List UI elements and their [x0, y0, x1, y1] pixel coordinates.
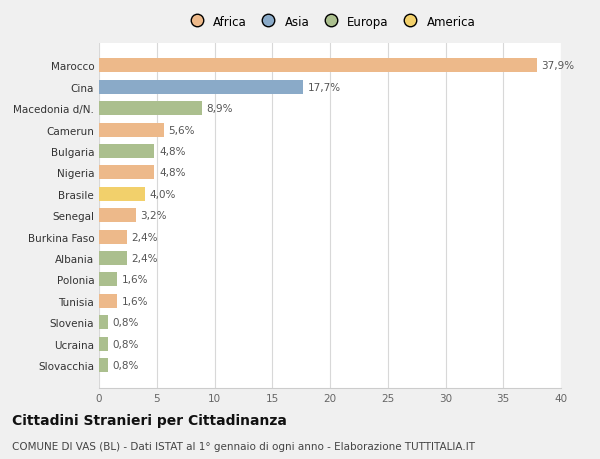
Bar — [99, 294, 118, 308]
Text: 5,6%: 5,6% — [168, 125, 195, 135]
Text: 0,8%: 0,8% — [113, 339, 139, 349]
Text: 1,6%: 1,6% — [122, 296, 149, 306]
Bar — [99, 252, 127, 265]
Text: 0,8%: 0,8% — [113, 360, 139, 370]
Bar — [99, 273, 118, 287]
Text: 8,9%: 8,9% — [206, 104, 233, 114]
Text: 17,7%: 17,7% — [308, 83, 341, 93]
Bar — [99, 316, 108, 330]
Bar — [99, 209, 136, 223]
Text: 4,8%: 4,8% — [159, 147, 185, 157]
Bar — [99, 59, 537, 73]
Text: 1,6%: 1,6% — [122, 275, 149, 285]
Text: 3,2%: 3,2% — [140, 211, 167, 221]
Text: 4,8%: 4,8% — [159, 168, 185, 178]
Bar — [99, 145, 154, 159]
Bar — [99, 337, 108, 351]
Text: 2,4%: 2,4% — [131, 253, 158, 263]
Text: 37,9%: 37,9% — [541, 61, 574, 71]
Bar — [99, 102, 202, 116]
Legend: Africa, Asia, Europa, America: Africa, Asia, Europa, America — [182, 13, 478, 31]
Bar — [99, 123, 164, 137]
Text: Cittadini Stranieri per Cittadinanza: Cittadini Stranieri per Cittadinanza — [12, 413, 287, 427]
Text: 4,0%: 4,0% — [150, 190, 176, 199]
Text: 2,4%: 2,4% — [131, 232, 158, 242]
Bar — [99, 81, 304, 95]
Bar — [99, 358, 108, 372]
Bar — [99, 230, 127, 244]
Text: 0,8%: 0,8% — [113, 318, 139, 328]
Bar — [99, 166, 154, 180]
Text: COMUNE DI VAS (BL) - Dati ISTAT al 1° gennaio di ogni anno - Elaborazione TUTTIT: COMUNE DI VAS (BL) - Dati ISTAT al 1° ge… — [12, 441, 475, 451]
Bar — [99, 187, 145, 202]
